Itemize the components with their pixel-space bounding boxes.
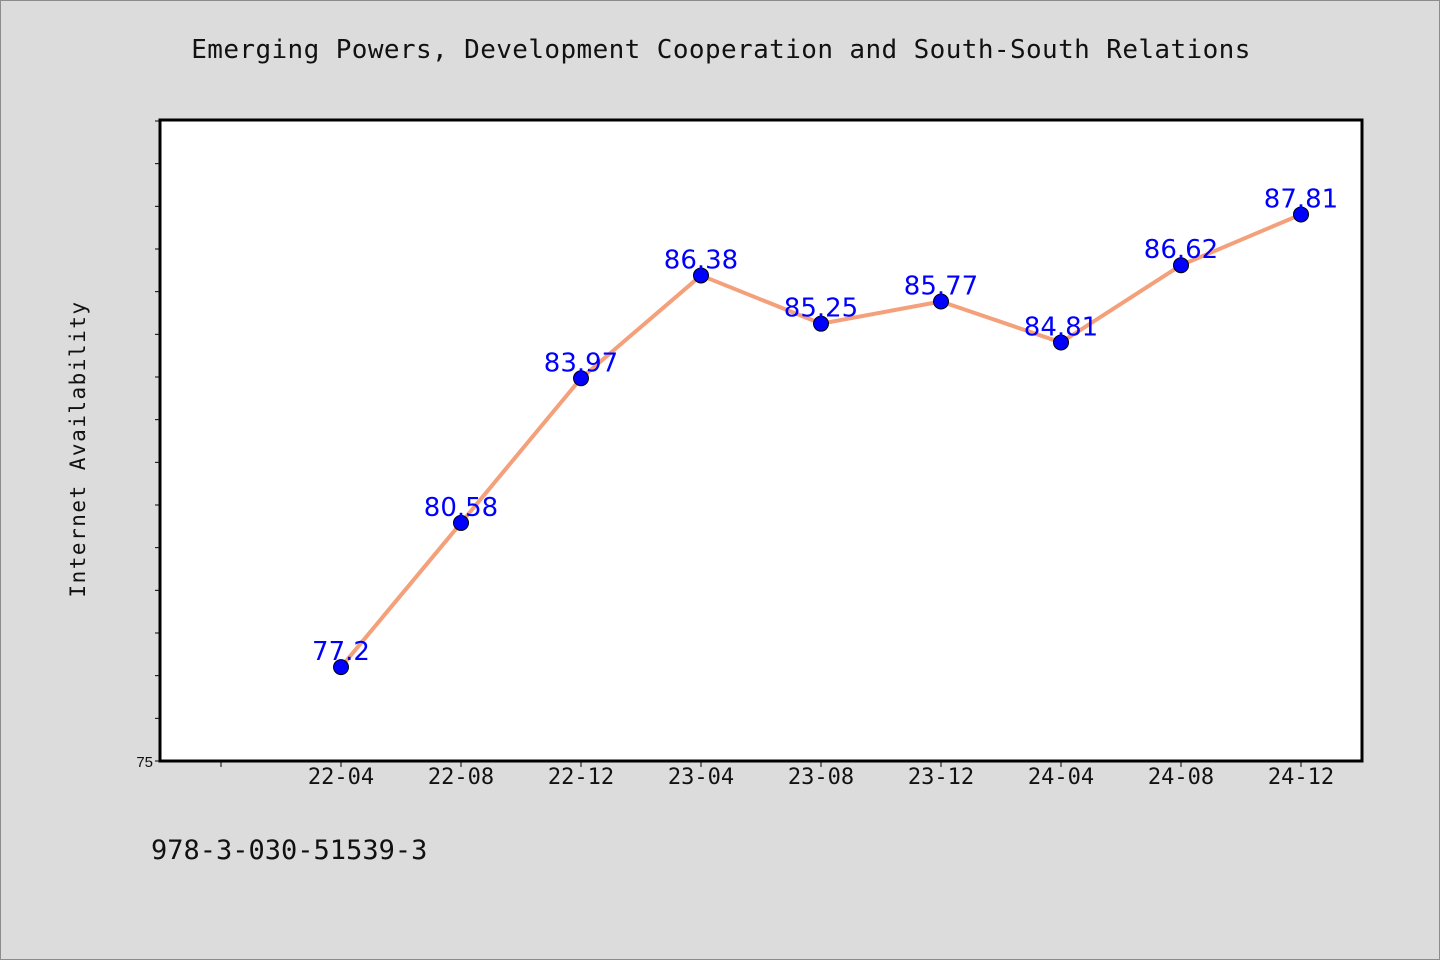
data-label: 86.62: [1144, 235, 1218, 265]
x-tick-label: 23-04: [668, 765, 734, 790]
data-label: 84.81: [1024, 312, 1098, 342]
x-tick-label: 23-08: [788, 765, 854, 790]
data-point: [693, 267, 709, 284]
data-label: 77.2: [312, 637, 370, 667]
series-labels-group: 77.2 80.58 83.97 86.38 85.25 85.77 84.81 86.62 8…: [312, 184, 1338, 667]
x-tick-label: 24-08: [1148, 765, 1214, 790]
data-point: [933, 293, 949, 310]
data-point: [453, 514, 469, 531]
chart-title: Emerging Powers, Development Cooperation…: [191, 35, 1251, 65]
data-point: [1173, 257, 1189, 274]
data-point: [1053, 334, 1069, 351]
isbn-footer: 978-3-030-51539-3: [151, 835, 428, 866]
y-tick-label: 75: [136, 754, 153, 771]
data-point: [333, 659, 349, 676]
y-axis-ticks: 75: [136, 120, 161, 771]
x-tick-label: 23-12: [908, 765, 974, 790]
series-points-group: [333, 206, 1309, 676]
data-point: [1293, 206, 1309, 223]
data-point: [813, 315, 829, 332]
data-label: 86.38: [664, 245, 738, 275]
data-label: 80.58: [424, 493, 498, 523]
x-tick-label: 22-08: [428, 765, 494, 790]
x-tick-label: 24-04: [1028, 765, 1094, 790]
x-axis-ticks: 22-04 22-08 22-12 23-04 23-08 23-12 24-04 24-08…: [220, 761, 1334, 790]
data-point: [573, 370, 589, 387]
data-label: 83.97: [544, 348, 618, 378]
data-label: 87.81: [1264, 184, 1338, 214]
plot-area: [158, 118, 1364, 763]
x-tick-label: 24-12: [1268, 765, 1334, 790]
x-tick-label: 22-04: [308, 765, 374, 790]
data-label: 85.77: [904, 271, 978, 301]
data-label: 85.25: [784, 294, 858, 324]
x-tick-label: 22-12: [548, 765, 614, 790]
